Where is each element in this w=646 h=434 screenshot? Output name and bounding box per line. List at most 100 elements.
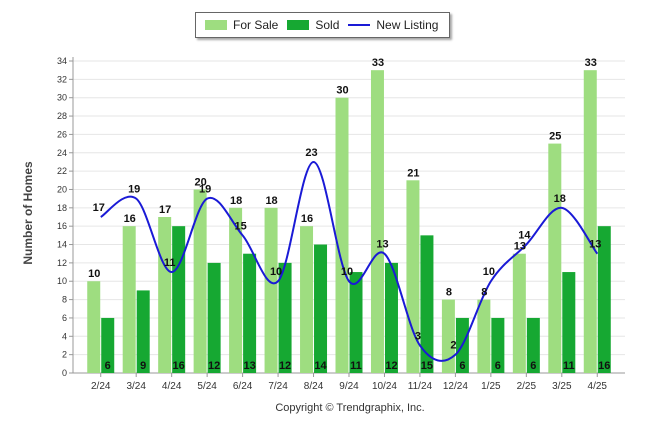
data-label-sold: 6 xyxy=(495,360,501,372)
data-label-new-listing: 17 xyxy=(93,202,105,214)
data-label-new-listing: 13 xyxy=(589,239,601,251)
bar-for-sale xyxy=(229,207,243,373)
bar-sold xyxy=(207,262,221,373)
bar-sold xyxy=(562,272,576,373)
y-tick-label: 2 xyxy=(62,350,67,360)
bar-sold xyxy=(597,226,611,373)
x-tick-label: 4/24 xyxy=(162,381,182,392)
data-label-new-listing: 10 xyxy=(341,266,353,278)
data-label-for-sale: 10 xyxy=(88,268,100,280)
data-label-for-sale: 30 xyxy=(336,85,348,97)
y-tick-label: 0 xyxy=(62,368,67,378)
bar-for-sale xyxy=(370,70,384,374)
data-label-for-sale: 16 xyxy=(301,213,313,225)
bar-sold xyxy=(526,317,540,373)
data-label-sold: 6 xyxy=(459,360,465,372)
y-tick-label: 12 xyxy=(57,258,67,268)
data-label-for-sale: 17 xyxy=(159,204,171,216)
data-label-new-listing: 13 xyxy=(376,239,388,251)
x-tick-label: 3/24 xyxy=(126,381,146,392)
y-tick-label: 30 xyxy=(57,93,67,103)
y-tick-label: 8 xyxy=(62,295,67,305)
x-tick-label: 6/24 xyxy=(233,381,253,392)
legend-swatch-for-sale xyxy=(205,20,227,30)
bar-for-sale xyxy=(193,189,207,373)
y-tick-label: 28 xyxy=(57,111,67,121)
data-label-new-listing: 3 xyxy=(415,330,421,342)
data-label-new-listing: 23 xyxy=(305,147,317,159)
data-label-sold: 12 xyxy=(279,360,291,372)
bar-for-sale xyxy=(583,70,597,374)
copyright-text: Copyright © Trendgraphix, Inc. xyxy=(275,402,425,414)
data-label-for-sale: 20 xyxy=(195,176,207,188)
x-tick-label: 7/24 xyxy=(268,381,288,392)
data-label-sold: 9 xyxy=(140,360,146,372)
x-tick-label: 11/24 xyxy=(408,381,433,392)
data-label-for-sale: 13 xyxy=(514,241,526,253)
data-label-sold: 11 xyxy=(563,360,575,372)
bar-for-sale xyxy=(548,143,562,373)
data-label-new-listing: 19 xyxy=(128,184,140,196)
data-label-for-sale: 18 xyxy=(265,195,277,207)
data-label-sold: 12 xyxy=(385,360,397,372)
x-tick-label: 8/24 xyxy=(304,381,324,392)
data-label-sold: 6 xyxy=(530,360,536,372)
x-tick-label: 2/25 xyxy=(517,381,537,392)
bar-for-sale xyxy=(335,97,349,374)
legend-label-for-sale: For Sale xyxy=(233,18,279,32)
bar-sold xyxy=(243,253,257,373)
bar-for-sale xyxy=(406,180,420,373)
y-tick-label: 22 xyxy=(57,166,67,176)
data-label-new-listing: 15 xyxy=(234,220,246,232)
data-label-sold: 16 xyxy=(173,360,185,372)
bar-for-sale xyxy=(300,226,314,373)
y-tick-label: 26 xyxy=(57,129,67,139)
bar-sold xyxy=(349,272,363,373)
legend-swatch-sold xyxy=(287,20,310,30)
x-tick-label: 4/25 xyxy=(588,381,608,392)
data-label-new-listing: 11 xyxy=(164,257,176,269)
data-label-for-sale: 18 xyxy=(230,195,242,207)
bar-sold xyxy=(314,244,328,373)
x-tick-label: 1/25 xyxy=(481,381,501,392)
legend-label-sold: Sold xyxy=(315,18,340,32)
bar-sold xyxy=(172,226,186,373)
y-tick-label: 24 xyxy=(57,148,67,158)
data-label-for-sale: 25 xyxy=(549,131,561,143)
data-label-new-listing: 10 xyxy=(270,266,282,278)
data-label-for-sale: 8 xyxy=(481,287,487,299)
y-tick-label: 20 xyxy=(57,184,67,194)
bar-for-sale xyxy=(441,299,455,373)
data-label-sold: 11 xyxy=(350,360,362,372)
legend-label-new-listing: New Listing xyxy=(376,18,439,32)
x-tick-label: 12/24 xyxy=(443,381,468,392)
line-new-listing xyxy=(100,160,599,362)
bar-sold xyxy=(384,262,398,373)
y-tick-label: 4 xyxy=(62,331,67,341)
y-tick-label: 32 xyxy=(57,74,67,84)
y-tick-label: 18 xyxy=(57,203,67,213)
y-axis-label: Number of Homes xyxy=(21,161,35,265)
bar-sold xyxy=(420,235,434,373)
data-label-for-sale: 8 xyxy=(446,287,452,299)
data-label-sold: 16 xyxy=(598,360,610,372)
legend-item-new-listing: New Listing xyxy=(348,18,438,32)
y-tick-label: 10 xyxy=(57,276,67,286)
data-label-sold: 6 xyxy=(105,360,111,372)
bar-sold xyxy=(136,290,150,373)
data-label-new-listing: 18 xyxy=(554,193,566,205)
chart-legend: For Sale Sold New Listing xyxy=(195,12,450,38)
data-label-for-sale: 33 xyxy=(585,57,597,69)
bar-sold xyxy=(491,317,505,373)
bar-for-sale xyxy=(512,253,526,373)
data-label-for-sale: 21 xyxy=(407,167,419,179)
data-label-sold: 13 xyxy=(243,360,255,372)
y-tick-label: 34 xyxy=(57,56,67,66)
legend-item-for-sale: For Sale xyxy=(205,18,278,32)
data-label-for-sale: 16 xyxy=(124,213,136,225)
y-tick-label: 6 xyxy=(62,313,67,323)
x-tick-label: 9/24 xyxy=(339,381,359,392)
y-tick-label: 14 xyxy=(57,240,67,250)
